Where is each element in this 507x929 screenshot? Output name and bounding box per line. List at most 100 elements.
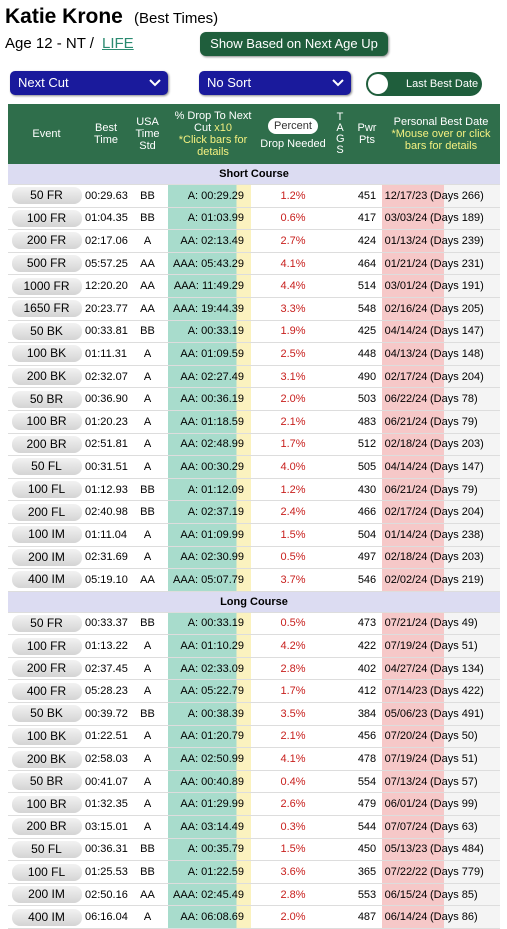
pb-date[interactable]: 02/02/24	[382, 568, 430, 592]
event-button[interactable]: 50 BR	[11, 390, 82, 408]
event-button[interactable]: 50 BK	[11, 705, 82, 723]
pb-date[interactable]: 02/17/24	[382, 365, 430, 389]
event-button[interactable]: 200 BK	[11, 368, 82, 386]
days[interactable]: (Days 484)	[430, 838, 501, 862]
next-cut[interactable]: AAA: 19:44.39	[168, 297, 258, 321]
days[interactable]: (Days 204)	[430, 500, 501, 524]
next-cut[interactable]: AA: 02:13.49	[168, 229, 258, 253]
event-button[interactable]: 50 FL	[11, 458, 82, 476]
life-link[interactable]: LIFE	[102, 35, 134, 52]
next-cut[interactable]: AA: 00:40.89	[168, 770, 258, 794]
next-cut[interactable]: A: 00:33.19	[168, 612, 258, 636]
next-cut[interactable]: AAA: 11:49.29	[168, 274, 258, 298]
pb-date[interactable]: 07/19/24	[382, 634, 430, 658]
event-button[interactable]: 50 BR	[11, 773, 82, 791]
pb-date[interactable]: 04/13/24	[382, 342, 430, 366]
days[interactable]: (Days 51)	[430, 634, 501, 658]
event-button[interactable]: 200 FR	[11, 660, 82, 678]
days[interactable]: (Days 189)	[430, 207, 501, 231]
next-cut[interactable]: AA: 02:33.09	[168, 657, 258, 681]
event-button[interactable]: 100 BR	[11, 413, 82, 431]
days[interactable]: (Days 238)	[430, 523, 501, 547]
event-button[interactable]: 500 FR	[11, 255, 82, 273]
last-best-date-toggle[interactable]: Last Best Date	[366, 72, 482, 96]
next-cut[interactable]: A: 00:33.19	[168, 320, 258, 344]
pb-date[interactable]: 02/18/24	[382, 546, 430, 570]
next-cut[interactable]: A: 01:12.09	[168, 478, 258, 502]
days[interactable]: (Days 205)	[430, 297, 501, 321]
days[interactable]: (Days 147)	[430, 455, 501, 479]
next-cut[interactable]: A: 00:35.79	[168, 838, 258, 862]
days[interactable]: (Days 422)	[430, 679, 501, 704]
cut-select[interactable]: Next Cut	[10, 71, 168, 95]
days[interactable]: (Days 134)	[430, 657, 501, 681]
days[interactable]: (Days 51)	[430, 747, 501, 771]
next-cut[interactable]: AA: 03:14.49	[168, 815, 258, 839]
pb-date[interactable]: 07/19/24	[382, 747, 430, 771]
event-button[interactable]: 1000 FR	[11, 277, 82, 295]
days[interactable]: (Days 203)	[430, 546, 501, 570]
days[interactable]: (Days 266)	[430, 184, 501, 208]
days[interactable]: (Days 239)	[430, 229, 501, 253]
next-cut[interactable]: A: 00:38.39	[168, 702, 258, 726]
event-button[interactable]: 50 BK	[11, 322, 82, 340]
next-cut[interactable]: AA: 06:08.69	[168, 905, 258, 929]
days[interactable]: (Days 50)	[430, 725, 501, 749]
event-button[interactable]: 50 FL	[11, 840, 82, 858]
days[interactable]: (Days 148)	[430, 342, 501, 366]
next-cut[interactable]: A: 01:22.59	[168, 860, 258, 884]
pb-date[interactable]: 02/18/24	[382, 433, 430, 457]
pb-date[interactable]: 07/07/24	[382, 815, 430, 839]
days[interactable]: (Days 204)	[430, 365, 501, 389]
days[interactable]: (Days 491)	[430, 702, 501, 726]
pb-date[interactable]: 07/20/24	[382, 725, 430, 749]
pb-date[interactable]: 02/16/24	[382, 297, 430, 321]
event-button[interactable]: 100 IM	[11, 526, 82, 544]
pb-date[interactable]: 07/21/24	[382, 612, 430, 636]
next-cut[interactable]: AAA: 05:07.79	[168, 568, 258, 592]
days[interactable]: (Days 79)	[430, 478, 501, 502]
event-button[interactable]: 100 BR	[11, 795, 82, 813]
event-button[interactable]: 200 BR	[11, 435, 82, 453]
pb-date[interactable]: 05/13/23	[382, 838, 430, 862]
next-cut[interactable]: AAA: 05:43.29	[168, 252, 258, 276]
days[interactable]: (Days 99)	[430, 792, 501, 817]
event-button[interactable]: 50 FR	[11, 187, 82, 205]
pb-date[interactable]: 03/01/24	[382, 274, 430, 298]
pb-date[interactable]: 07/13/24	[382, 770, 430, 794]
event-button[interactable]: 100 FR	[11, 209, 82, 227]
pb-date[interactable]: 02/17/24	[382, 500, 430, 524]
days[interactable]: (Days 57)	[430, 770, 501, 794]
event-button[interactable]: 100 BK	[11, 727, 82, 745]
next-cut[interactable]: AA: 01:10.29	[168, 634, 258, 658]
days[interactable]: (Days 203)	[430, 433, 501, 457]
next-cut[interactable]: AAA: 02:45.49	[168, 883, 258, 907]
pb-date[interactable]: 06/21/24	[382, 478, 430, 502]
pb-date[interactable]: 03/03/24	[382, 207, 430, 231]
next-cut[interactable]: A: 00:29.29	[168, 184, 258, 208]
event-button[interactable]: 200 FR	[11, 232, 82, 250]
next-cut[interactable]: AA: 01:20.79	[168, 725, 258, 749]
days[interactable]: (Days 231)	[430, 252, 501, 276]
days[interactable]: (Days 191)	[430, 274, 501, 298]
days[interactable]: (Days 78)	[430, 387, 501, 411]
pb-date[interactable]: 06/14/24	[382, 905, 430, 929]
next-cut[interactable]: AA: 01:29.99	[168, 792, 258, 817]
event-button[interactable]: 200 BR	[11, 818, 82, 836]
pb-date[interactable]: 06/21/24	[382, 410, 430, 434]
event-button[interactable]: 100 BK	[11, 345, 82, 363]
event-button[interactable]: 100 FL	[11, 863, 82, 881]
pb-date[interactable]: 04/14/24	[382, 320, 430, 344]
pb-date[interactable]: 04/14/24	[382, 455, 430, 479]
days[interactable]: (Days 779)	[430, 860, 501, 884]
event-button[interactable]: 200 FL	[11, 503, 82, 521]
next-cut[interactable]: A: 02:37.19	[168, 500, 258, 524]
event-button[interactable]: 400 IM	[11, 908, 82, 926]
percent-toggle[interactable]: Percent	[268, 118, 318, 134]
event-button[interactable]: 200 BK	[11, 750, 82, 768]
pb-date[interactable]: 07/22/22	[382, 860, 430, 884]
pb-date[interactable]: 04/27/24	[382, 657, 430, 681]
next-cut[interactable]: AA: 01:09.99	[168, 523, 258, 547]
pb-date[interactable]: 07/14/23	[382, 679, 430, 704]
event-button[interactable]: 400 FR	[11, 682, 82, 700]
